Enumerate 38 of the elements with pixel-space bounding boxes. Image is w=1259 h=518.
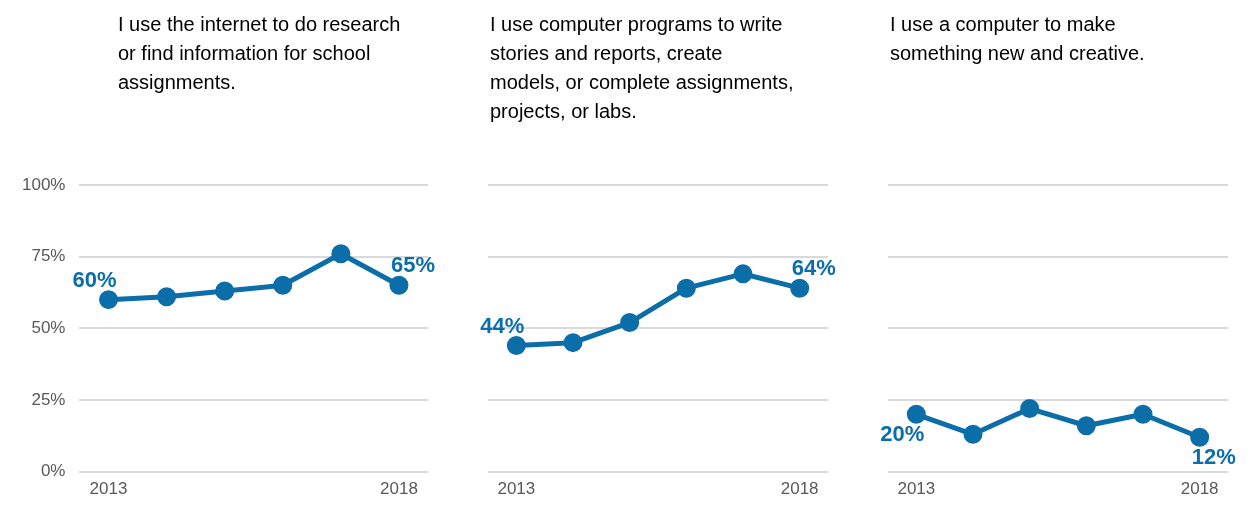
- point: [1133, 404, 1153, 424]
- point: [1020, 399, 1040, 419]
- point: [99, 290, 119, 310]
- data-label: 64%: [791, 255, 836, 281]
- x-tick-label: 2018: [780, 479, 819, 499]
- point: [157, 287, 177, 307]
- point: [331, 244, 351, 264]
- x-tick-label: 2018: [1180, 479, 1219, 499]
- y-tick-label: 25%: [31, 389, 66, 409]
- point: [563, 333, 583, 353]
- point: [506, 336, 526, 355]
- point: [676, 278, 696, 298]
- point: [620, 313, 640, 333]
- point: [790, 278, 810, 298]
- point: [273, 275, 293, 295]
- point: [906, 404, 926, 424]
- y-tick-label: 0%: [40, 461, 66, 481]
- point: [733, 264, 753, 284]
- data-label: 44%: [480, 312, 525, 338]
- x-tick-label: 2013: [89, 479, 128, 499]
- chart-title: I use the internet to do research or find information for school assignments.: [118, 12, 402, 95]
- data-label: 60%: [72, 266, 117, 292]
- point: [1076, 416, 1096, 436]
- point: [963, 424, 983, 444]
- point: [389, 275, 409, 295]
- point: [215, 281, 235, 301]
- data-label: 65%: [390, 252, 435, 278]
- y-tick-label: 75%: [31, 246, 66, 266]
- chart-title: I use a computer to make something new and creative.: [890, 12, 1146, 66]
- x-tick-label: 2013: [497, 479, 536, 499]
- data-label: 20%: [880, 421, 925, 447]
- data-label: 12%: [1191, 444, 1236, 470]
- point: [1190, 427, 1210, 447]
- x-tick-label: 2018: [380, 479, 418, 499]
- x-tick-label: 2013: [897, 479, 936, 499]
- chart-title: I use computer programs to write stories and reports, create models, or complete assignments, projects, or labs.: [490, 12, 795, 124]
- y-tick-label: 50%: [31, 317, 66, 337]
- y-tick-label: 100%: [22, 174, 66, 194]
